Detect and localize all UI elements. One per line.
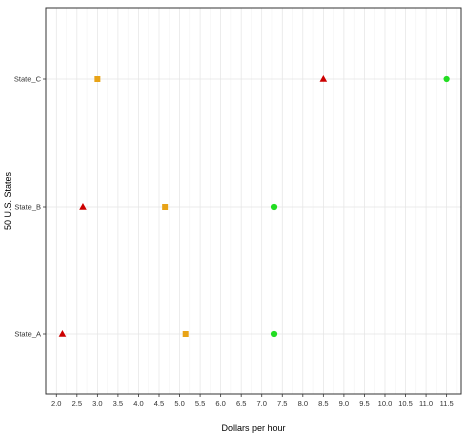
- grid-lines: [46, 8, 461, 394]
- x-tick-label: 2.0: [51, 399, 61, 408]
- x-tick-label: 2.5: [72, 399, 82, 408]
- y-axis-title: 50 U.S. States: [3, 171, 13, 230]
- circle-point: [270, 203, 278, 211]
- x-tick-label: 5.5: [195, 399, 205, 408]
- y-category-label: State_C: [14, 75, 42, 84]
- triangle-point: [58, 330, 67, 337]
- plot-panel-border: [45, 7, 462, 395]
- square-point: [94, 76, 101, 82]
- x-tick-label: 3.0: [92, 399, 102, 408]
- x-tick-label: 10.5: [398, 399, 413, 408]
- x-tick-label: 9.5: [359, 399, 369, 408]
- circle-point: [443, 75, 450, 83]
- x-tick-label: 3.5: [113, 399, 123, 408]
- x-tick-label: 6.5: [236, 399, 246, 408]
- square-point: [182, 331, 189, 337]
- square-point: [162, 204, 169, 210]
- x-tick-label: 4.0: [133, 399, 143, 408]
- data-points: [58, 75, 450, 338]
- x-tick-label: 7.5: [277, 399, 287, 408]
- triangle-point: [79, 203, 87, 210]
- x-tick-label: 8.5: [318, 399, 328, 408]
- x-axis-title: Dollars per hour: [221, 423, 285, 433]
- x-tick-label: 10.0: [378, 399, 393, 408]
- x-tick-label: 7.0: [256, 399, 266, 408]
- x-tick-label: 11.0: [419, 399, 433, 408]
- circle-point: [270, 330, 278, 338]
- y-category-label: State_A: [14, 330, 41, 339]
- x-tick-label: 9.0: [339, 399, 349, 408]
- x-tick-label: 4.5: [154, 399, 164, 408]
- x-tick-label: 8.0: [298, 399, 308, 408]
- triangle-point: [319, 75, 328, 82]
- y-category-label: State_B: [14, 203, 41, 212]
- x-tick-label: 11.5: [440, 399, 454, 408]
- x-tick-label: 6.0: [215, 399, 225, 408]
- x-tick-label: 5.0: [174, 399, 184, 408]
- axis-ticks: 2.0 2.5 3.0 3.5 4.0 4.5 5.0 5.5 6.0 6.5 7.0 7.5 8.0 8…: [14, 75, 454, 409]
